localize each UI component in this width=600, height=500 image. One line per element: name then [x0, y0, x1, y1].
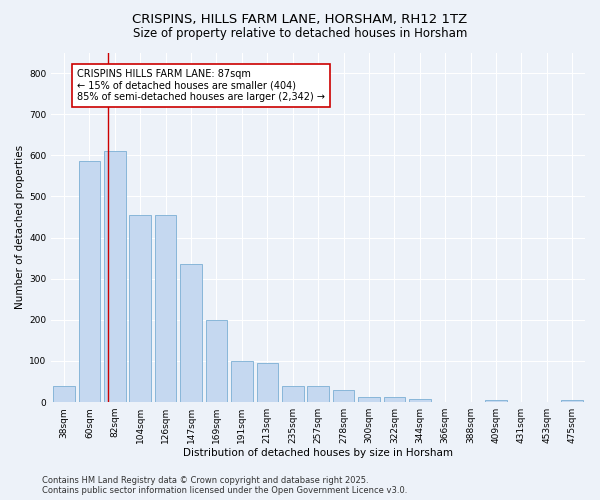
Text: Size of property relative to detached houses in Horsham: Size of property relative to detached ho…	[133, 28, 467, 40]
Bar	[231, 361, 253, 402]
Bar	[409, 399, 431, 402]
Bar	[104, 151, 125, 402]
X-axis label: Distribution of detached houses by size in Horsham: Distribution of detached houses by size …	[183, 448, 453, 458]
Bar	[333, 390, 355, 402]
Bar	[155, 215, 176, 402]
Bar	[485, 400, 507, 402]
Bar	[180, 264, 202, 402]
Bar	[383, 397, 405, 402]
Text: Contains HM Land Registry data © Crown copyright and database right 2025.
Contai: Contains HM Land Registry data © Crown c…	[42, 476, 407, 495]
Text: CRISPINS, HILLS FARM LANE, HORSHAM, RH12 1TZ: CRISPINS, HILLS FARM LANE, HORSHAM, RH12…	[133, 12, 467, 26]
Bar	[53, 386, 75, 402]
Bar	[358, 397, 380, 402]
Y-axis label: Number of detached properties: Number of detached properties	[15, 145, 25, 310]
Bar	[130, 215, 151, 402]
Text: CRISPINS HILLS FARM LANE: 87sqm
← 15% of detached houses are smaller (404)
85% o: CRISPINS HILLS FARM LANE: 87sqm ← 15% of…	[77, 69, 325, 102]
Bar	[307, 386, 329, 402]
Bar	[282, 386, 304, 402]
Bar	[257, 363, 278, 402]
Bar	[79, 162, 100, 402]
Bar	[206, 320, 227, 402]
Bar	[562, 400, 583, 402]
